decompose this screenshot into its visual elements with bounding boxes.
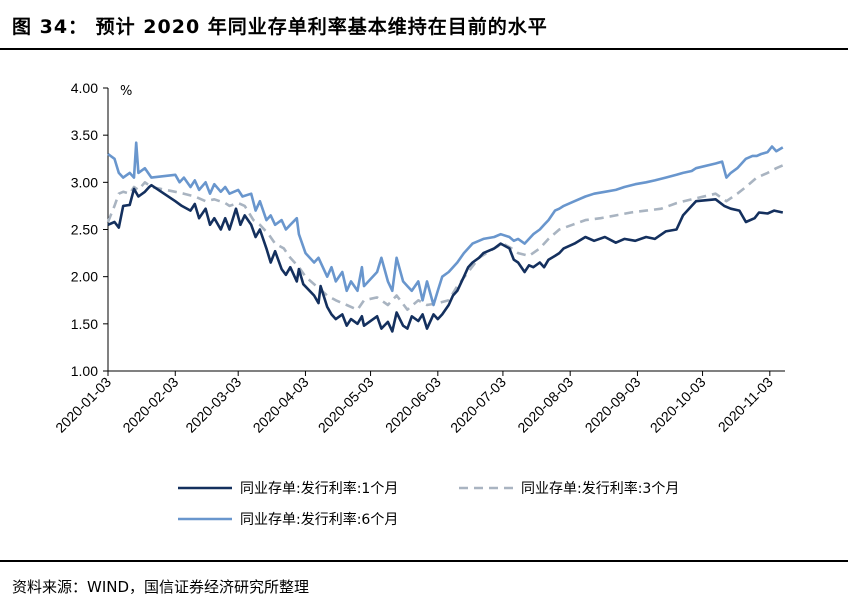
source-note: 资料来源：WIND，国信证券经济研究所整理 xyxy=(12,578,310,596)
x-tick-label: 2020-11-03 xyxy=(715,374,776,435)
x-tick-label: 2020-09-03 xyxy=(582,374,644,436)
x-tick-label: 2020-03-03 xyxy=(182,374,244,436)
series-layer xyxy=(106,141,784,333)
y-tick-label: 2.50 xyxy=(71,222,98,238)
x-tick-label: 2020-08-03 xyxy=(514,374,576,436)
legend-label: 同业存单:发行利率:1个月 xyxy=(240,480,398,497)
legend-label: 同业存单:发行利率:3个月 xyxy=(521,480,679,497)
source-bar: 资料来源：WIND，国信证券经济研究所整理 xyxy=(0,560,848,600)
figure-title-bar: 图 34： 预计 2020 年同业存单利率基本维持在目前的水平 xyxy=(0,0,848,50)
x-tick-label: 2020-06-03 xyxy=(382,374,444,436)
series-line-3m xyxy=(106,164,784,311)
y-ticks: 1.00 1.50 2.00 2.50 3.00 3.50 4.00 xyxy=(71,80,108,379)
y-unit-label: % xyxy=(120,84,132,99)
y-tick-label: 3.00 xyxy=(71,174,98,190)
y-tick-label: 4.00 xyxy=(71,80,98,96)
x-tick-label: 2020-02-03 xyxy=(119,374,181,436)
x-tick-label: 2020-10-03 xyxy=(647,374,709,436)
x-tick-label: 2020-05-03 xyxy=(315,374,377,436)
figure-title: 图 34： 预计 2020 年同业存单利率基本维持在目前的水平 xyxy=(12,16,548,38)
y-tick-label: 3.50 xyxy=(71,127,98,143)
series-line-6m xyxy=(107,141,784,307)
series-line-1m xyxy=(107,183,784,333)
chart-axes xyxy=(107,88,785,372)
y-tick-label: 1.50 xyxy=(71,316,98,332)
y-tick-label: 1.00 xyxy=(71,363,98,379)
y-tick-label: 2.00 xyxy=(71,269,98,285)
x-tick-label: 2020-07-03 xyxy=(447,374,509,436)
legend-label: 同业存单:发行利率:6个月 xyxy=(240,511,398,528)
x-tick-label: 2020-01-03 xyxy=(52,374,114,436)
x-tick-label: 2020-04-03 xyxy=(250,374,312,436)
x-ticks: 2020-01-03 2020-02-03 2020-03-03 2020-04-03… xyxy=(52,371,776,436)
